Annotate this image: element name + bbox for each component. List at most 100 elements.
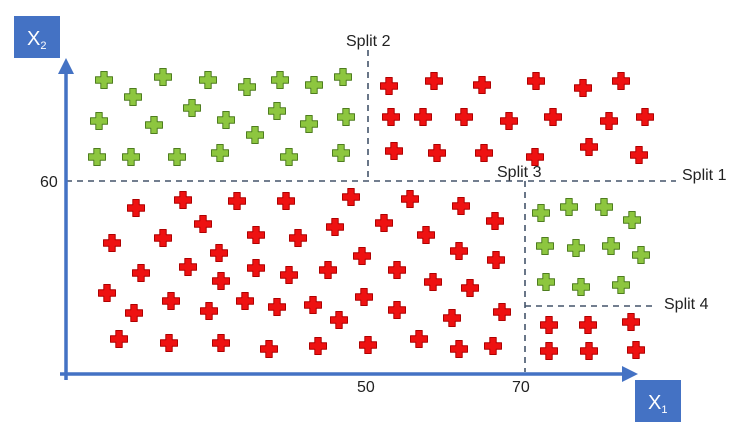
green-plus-point-21: [332, 144, 350, 162]
x-axis-arrowhead: [622, 366, 638, 382]
red-plus-point-57: [443, 309, 461, 327]
red-plus-point-0: [380, 77, 398, 95]
red-plus-point-49: [162, 292, 180, 310]
red-plus-point-44: [388, 261, 406, 279]
y-tick-60: 60: [40, 174, 58, 191]
red-plus-point-24: [401, 190, 419, 208]
red-plus-point-56: [200, 302, 218, 320]
red-plus-point-8: [455, 108, 473, 126]
red-plus-point-25: [452, 197, 470, 215]
red-plus-point-13: [385, 142, 403, 160]
split-2-label: Split 2: [346, 33, 391, 50]
green-plus-point-27: [567, 239, 585, 257]
green-plus-point-24: [595, 198, 613, 216]
red-plus-point-63: [260, 340, 278, 358]
red-plus-point-58: [493, 303, 511, 321]
red-plus-point-31: [103, 234, 121, 252]
red-plus-point-50: [236, 292, 254, 310]
red-plus-point-39: [179, 258, 197, 276]
red-plus-point-4: [574, 79, 592, 97]
green-plus-point-16: [88, 148, 106, 166]
red-plus-point-61: [160, 334, 178, 352]
red-plus-point-73: [580, 342, 598, 360]
green-plus-point-29: [632, 246, 650, 264]
red-plus-point-35: [417, 226, 435, 244]
x-axis-label-subscript: 1: [661, 404, 667, 416]
red-plus-point-15: [475, 144, 493, 162]
green-plus-point-31: [572, 278, 590, 296]
y-axis-label: X2: [27, 28, 46, 52]
red-plus-point-41: [247, 259, 265, 277]
x-axis-label: X1: [648, 392, 667, 416]
green-plus-point-10: [90, 112, 108, 130]
red-plus-point-37: [450, 242, 468, 260]
green-plus-point-0: [95, 71, 113, 89]
green-plus-point-19: [211, 144, 229, 162]
green-plus-point-23: [560, 198, 578, 216]
red-plus-point-21: [228, 192, 246, 210]
red-plus-point-3: [527, 72, 545, 90]
green-plus-point-7: [124, 88, 142, 106]
green-plus-point-25: [623, 211, 641, 229]
red-plus-point-59: [330, 311, 348, 329]
red-plus-point-33: [210, 244, 228, 262]
green-plus-point-26: [536, 237, 554, 255]
red-plus-point-18: [630, 146, 648, 164]
red-plus-point-42: [280, 266, 298, 284]
green-plus-point-2: [199, 71, 217, 89]
red-plus-point-29: [326, 218, 344, 236]
green-plus-point-8: [183, 99, 201, 117]
red-plus-point-48: [98, 284, 116, 302]
red-plus-point-74: [627, 341, 645, 359]
red-plus-point-30: [375, 214, 393, 232]
red-plus-point-55: [125, 304, 143, 322]
red-plus-point-7: [414, 108, 432, 126]
red-plus-point-52: [304, 296, 322, 314]
red-plus-point-36: [353, 247, 371, 265]
red-plus-point-69: [540, 316, 558, 334]
red-plus-point-66: [410, 330, 428, 348]
red-plus-point-40: [132, 264, 150, 282]
red-plus-point-34: [289, 229, 307, 247]
red-plus-point-10: [544, 108, 562, 126]
green-plus-point-1: [154, 68, 172, 86]
green-plus-point-6: [334, 68, 352, 86]
red-plus-point-5: [612, 72, 630, 90]
red-plus-point-62: [212, 334, 230, 352]
y-axis-arrowhead: [58, 58, 74, 74]
green-plus-point-30: [537, 273, 555, 291]
x-tick-50: 50: [357, 379, 375, 396]
red-plus-point-1: [425, 72, 443, 90]
y-axis-label-box: [14, 16, 60, 58]
green-plus-point-15: [337, 108, 355, 126]
red-plus-point-43: [319, 261, 337, 279]
red-plus-point-17: [580, 138, 598, 156]
x-tick-70: 70: [512, 379, 530, 396]
red-plus-point-70: [579, 316, 597, 334]
y-axis-label-subscript: 2: [40, 40, 46, 52]
red-plus-point-27: [194, 215, 212, 233]
red-plus-point-2: [473, 76, 491, 94]
green-plus-point-32: [612, 276, 630, 294]
red-plus-point-32: [154, 229, 172, 247]
red-plus-point-14: [428, 144, 446, 162]
red-plus-point-47: [212, 272, 230, 290]
red-plus-point-26: [486, 212, 504, 230]
red-plus-point-72: [540, 342, 558, 360]
green-plus-point-11: [145, 116, 163, 134]
red-plus-point-12: [636, 108, 654, 126]
red-plus-point-67: [450, 340, 468, 358]
x-axis-label-box: [635, 380, 681, 422]
green-plus-point-22: [532, 204, 550, 222]
red-plus-point-20: [174, 191, 192, 209]
red-plus-point-53: [355, 288, 373, 306]
red-plus-point-46: [461, 279, 479, 297]
red-plus-point-54: [388, 301, 406, 319]
split-3-label: Split 3: [497, 164, 542, 181]
red-plus-point-38: [487, 251, 505, 269]
red-plus-point-65: [359, 336, 377, 354]
red-plus-point-68: [484, 337, 502, 355]
red-plus-point-45: [424, 273, 442, 291]
split-1-label: Split 1: [682, 167, 727, 184]
